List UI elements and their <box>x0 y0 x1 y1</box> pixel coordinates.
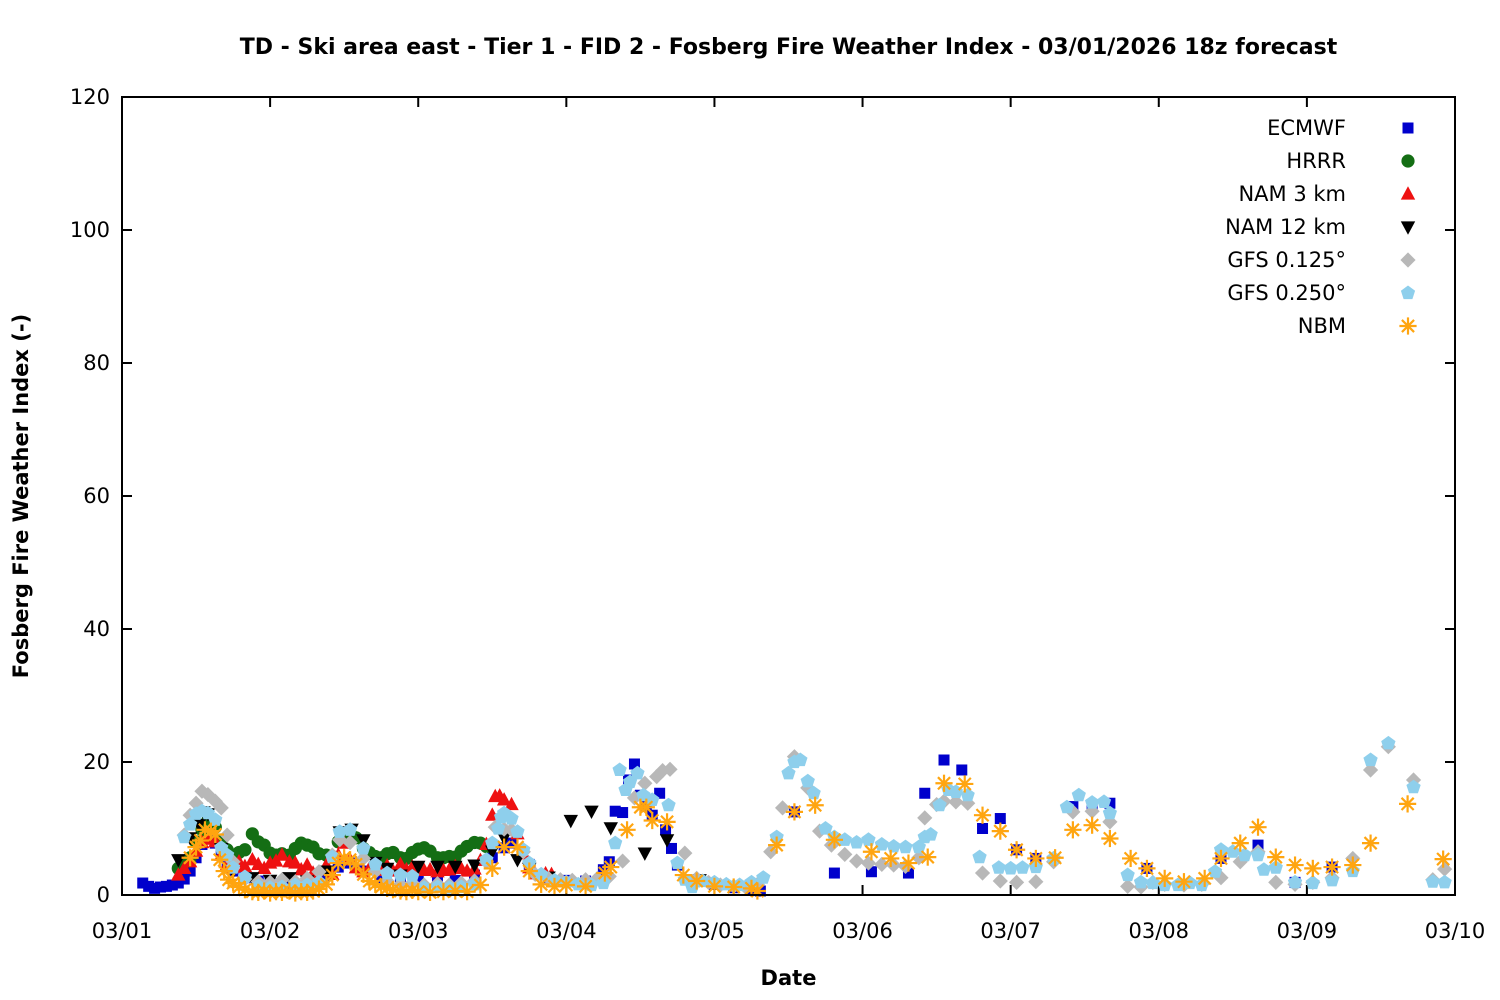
chart-title: TD - Ski area east - Tier 1 - FID 2 - Fo… <box>240 35 1338 60</box>
legend: ECMWF HRRR NAM 3 km NAM 12 km GFS 0.125° GFS … <box>1225 116 1417 338</box>
y-tick-label: 20 <box>83 750 110 774</box>
plot-frame <box>121 96 1456 896</box>
x-tick-label: 03/07 <box>980 919 1041 943</box>
series-nbm <box>181 774 1452 902</box>
x-tick-label: 03/04 <box>536 919 597 943</box>
x-axis: 03/01 03/02 03/03 03/04 03/05 03/06 03/07 03/08… <box>92 97 1486 943</box>
legend-marker-nam-12-km-icon <box>1400 221 1416 235</box>
y-tick-label: 60 <box>83 484 110 508</box>
y-tick-label: 80 <box>83 351 110 375</box>
legend-marker-hrrr-icon <box>1401 154 1415 168</box>
y-tick-label: 0 <box>97 883 110 907</box>
legend-label-ecmwf: ECMWF <box>1267 116 1346 140</box>
legend-label-nam-3-km: NAM 3 km <box>1238 182 1346 206</box>
x-tick-label: 03/05 <box>684 919 745 943</box>
y-axis-title: Fosberg Fire Weather Index (-) <box>9 314 33 678</box>
x-tick-label: 03/08 <box>1129 919 1190 943</box>
legend-label-nbm: NBM <box>1298 314 1346 338</box>
legend-entry-ecmwf: ECMWF <box>1267 116 1414 140</box>
legend-label-gfs-0-250: GFS 0.250° <box>1227 281 1346 305</box>
y-tick-label: 100 <box>70 218 110 242</box>
legend-marker-gfs-0-125-icon <box>1400 252 1416 268</box>
x-tick-label: 03/06 <box>832 919 893 943</box>
legend-marker-gfs-0-250-icon <box>1400 285 1416 300</box>
x-tick-label: 03/01 <box>92 919 153 943</box>
legend-entry-gfs-0-250: GFS 0.250° <box>1227 281 1416 305</box>
legend-entry-nbm: NBM <box>1298 314 1417 338</box>
legend-label-nam-12-km: NAM 12 km <box>1225 215 1346 239</box>
y-tick-label: 40 <box>83 617 110 641</box>
x-tick-label: 03/10 <box>1425 919 1486 943</box>
legend-entry-nam-3-km: NAM 3 km <box>1238 182 1416 206</box>
x-tick-label: 03/09 <box>1277 919 1338 943</box>
legend-entry-hrrr: HRRR <box>1286 149 1415 173</box>
legend-label-gfs-0-125: GFS 0.125° <box>1227 248 1346 272</box>
x-tick-label: 03/03 <box>388 919 449 943</box>
legend-entry-nam-12-km: NAM 12 km <box>1225 215 1416 239</box>
legend-marker-ecmwf-icon <box>1402 122 1414 134</box>
legend-label-hrrr: HRRR <box>1286 149 1346 173</box>
legend-entry-gfs-0-125: GFS 0.125° <box>1227 248 1416 272</box>
x-tick-label: 03/02 <box>240 919 301 943</box>
y-tick-label: 120 <box>70 85 110 109</box>
x-axis-title: Date <box>761 966 817 990</box>
legend-marker-nam-3-km-icon <box>1400 186 1416 200</box>
legend-marker-nbm-icon <box>1399 317 1417 335</box>
